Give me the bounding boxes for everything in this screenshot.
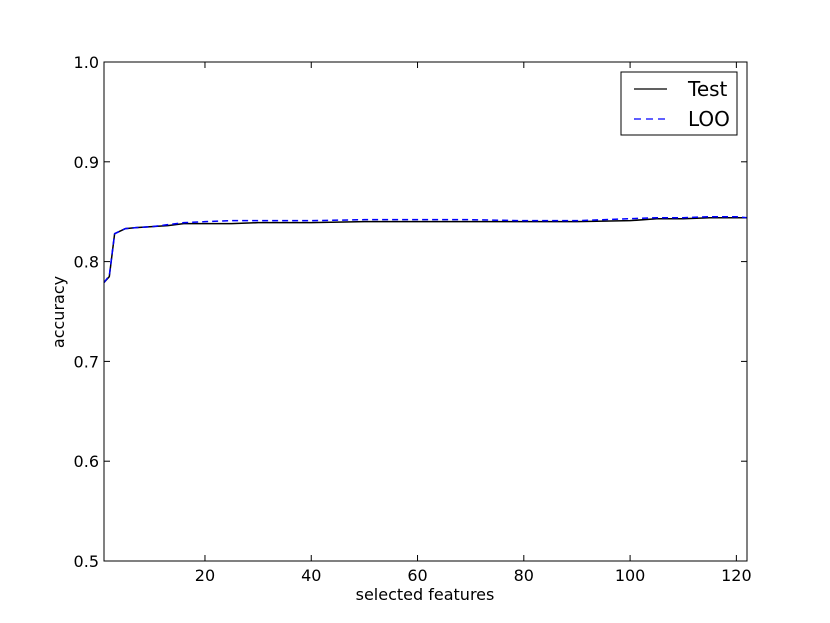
y-tick-label: 0.5 [74,552,99,571]
legend: Test LOO [620,71,738,136]
legend-label-loo: LOO [688,107,730,131]
y-axis-label: accuracy [49,276,68,348]
y-tick-label: 0.9 [74,153,99,172]
series-line-test [103,216,747,284]
y-tick-label: 0.8 [74,253,99,272]
ticks-layer: 20 40 60 80 100 120 0.5 0.6 0.7 0.8 0.9 1.0 [74,53,752,585]
y-tick-label: 0.7 [74,352,99,371]
plot-frame [103,61,748,562]
x-tick-label: 60 [407,566,427,585]
x-axis-label: selected features [356,585,495,604]
y-tick-label: 0.6 [74,452,99,471]
legend-box [620,71,738,136]
x-tick-label: 80 [514,566,534,585]
x-tick-label: 120 [721,566,752,585]
series-line-loo [103,215,748,284]
plot-area [104,62,747,561]
x-tick-label: 40 [301,566,321,585]
y-tick-label: 1.0 [74,53,99,72]
x-tick-label: 20 [195,566,215,585]
x-tick-label: 100 [615,566,646,585]
series-layer [103,215,748,284]
legend-label-test: Test [687,77,728,101]
